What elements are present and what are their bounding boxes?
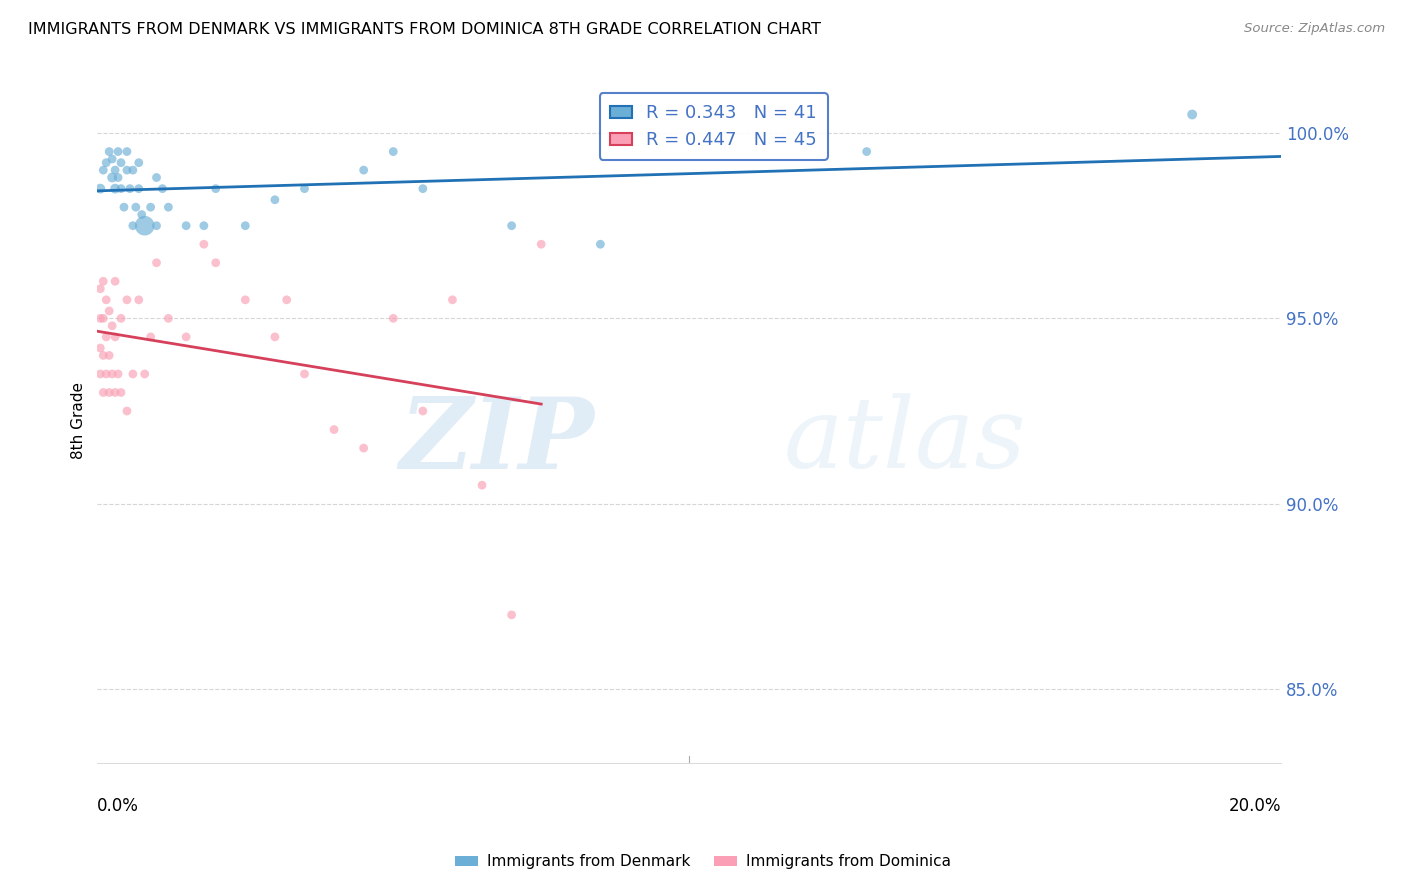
- Point: [98, 304, 121, 318]
- Point: [104, 274, 127, 288]
- Point: [104, 163, 127, 178]
- Point: [89, 311, 111, 326]
- Point: [91, 348, 114, 362]
- Point: [110, 311, 132, 326]
- Point: [121, 219, 143, 233]
- Point: [101, 367, 124, 381]
- Point: [157, 200, 180, 214]
- Point: [115, 163, 138, 178]
- Point: [139, 200, 162, 214]
- Legend: R = 0.343   N = 41, R = 0.447   N = 45: R = 0.343 N = 41, R = 0.447 N = 45: [599, 94, 828, 160]
- Point: [110, 385, 132, 400]
- Point: [157, 311, 180, 326]
- Point: [110, 155, 132, 169]
- Point: [101, 318, 124, 333]
- Point: [441, 293, 464, 307]
- Point: [276, 293, 298, 307]
- Point: [145, 256, 167, 270]
- Point: [174, 330, 197, 344]
- Point: [101, 152, 124, 166]
- Legend: Immigrants from Denmark, Immigrants from Dominica: Immigrants from Denmark, Immigrants from…: [449, 848, 957, 875]
- Point: [204, 256, 226, 270]
- Point: [96, 155, 118, 169]
- Point: [174, 219, 197, 233]
- Point: [530, 237, 553, 252]
- Point: [855, 145, 877, 159]
- Point: [294, 367, 316, 381]
- Point: [107, 367, 129, 381]
- Point: [125, 200, 148, 214]
- Point: [121, 163, 143, 178]
- Point: [104, 385, 127, 400]
- Point: [382, 145, 405, 159]
- Point: [264, 193, 287, 207]
- Point: [193, 237, 215, 252]
- Point: [98, 385, 121, 400]
- Text: IMMIGRANTS FROM DENMARK VS IMMIGRANTS FROM DOMINICA 8TH GRADE CORRELATION CHART: IMMIGRANTS FROM DENMARK VS IMMIGRANTS FR…: [28, 22, 821, 37]
- Point: [91, 311, 114, 326]
- Point: [152, 181, 174, 195]
- Point: [128, 155, 150, 169]
- Point: [145, 170, 167, 185]
- Point: [89, 341, 111, 355]
- Point: [145, 219, 167, 233]
- Point: [118, 181, 141, 195]
- Point: [121, 367, 143, 381]
- Point: [204, 181, 226, 195]
- Point: [501, 219, 523, 233]
- Point: [233, 219, 256, 233]
- Point: [353, 163, 375, 178]
- Text: atlas: atlas: [783, 393, 1026, 489]
- Point: [294, 181, 316, 195]
- Point: [134, 219, 156, 233]
- Point: [128, 181, 150, 195]
- Point: [107, 145, 129, 159]
- Point: [96, 293, 118, 307]
- Point: [107, 170, 129, 185]
- Point: [139, 330, 162, 344]
- Point: [104, 181, 127, 195]
- Point: [112, 200, 135, 214]
- Text: Source: ZipAtlas.com: Source: ZipAtlas.com: [1244, 22, 1385, 36]
- Point: [134, 367, 156, 381]
- Point: [501, 607, 523, 622]
- Point: [193, 219, 215, 233]
- Point: [89, 181, 111, 195]
- Point: [412, 181, 434, 195]
- Point: [471, 478, 494, 492]
- Y-axis label: 8th Grade: 8th Grade: [72, 382, 86, 458]
- Point: [412, 404, 434, 418]
- Point: [96, 330, 118, 344]
- Text: ZIP: ZIP: [399, 392, 595, 489]
- Point: [110, 181, 132, 195]
- Point: [128, 293, 150, 307]
- Point: [91, 274, 114, 288]
- Point: [98, 348, 121, 362]
- Point: [115, 404, 138, 418]
- Point: [104, 330, 127, 344]
- Point: [589, 237, 612, 252]
- Point: [89, 367, 111, 381]
- Point: [1181, 107, 1204, 121]
- Point: [323, 423, 346, 437]
- Point: [353, 441, 375, 455]
- Point: [101, 170, 124, 185]
- Point: [89, 282, 111, 296]
- Point: [115, 145, 138, 159]
- Point: [98, 145, 121, 159]
- Point: [264, 330, 287, 344]
- Text: 0.0%: 0.0%: [97, 797, 139, 814]
- Point: [233, 293, 256, 307]
- Point: [91, 163, 114, 178]
- Point: [96, 367, 118, 381]
- Point: [115, 293, 138, 307]
- Point: [91, 385, 114, 400]
- Point: [382, 311, 405, 326]
- Point: [131, 208, 153, 222]
- Text: 20.0%: 20.0%: [1229, 797, 1281, 814]
